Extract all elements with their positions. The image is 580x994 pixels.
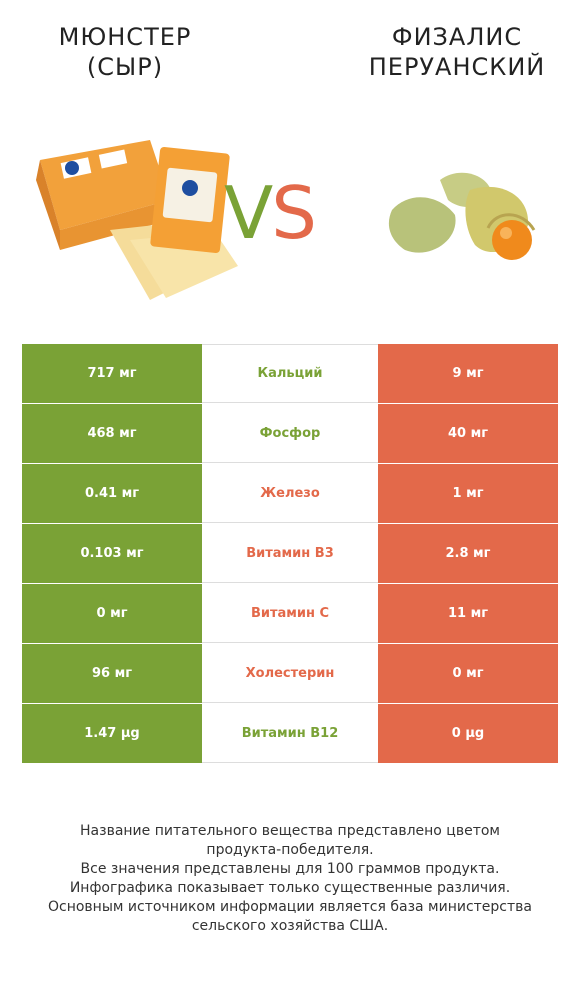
table-row: 96 мг Холестерин 0 мг bbox=[22, 644, 558, 704]
left-value: 0.41 мг bbox=[22, 464, 202, 523]
vs-v-letter: V bbox=[224, 171, 273, 255]
vs-label: VS bbox=[224, 165, 317, 261]
right-value: 11 мг bbox=[378, 584, 558, 643]
left-value: 96 мг bbox=[22, 644, 202, 703]
comparison-table: 717 мг Кальций 9 мг 468 мг Фосфор 40 мг … bbox=[22, 344, 558, 764]
nutrient-name: Железо bbox=[202, 464, 378, 523]
footer-line: сельского хозяйства США. bbox=[191, 918, 389, 934]
table-row: 468 мг Фосфор 40 мг bbox=[22, 404, 558, 464]
right-value: 0 µg bbox=[378, 704, 558, 763]
nutrient-name: Кальций bbox=[202, 344, 378, 403]
left-value: 0 мг bbox=[22, 584, 202, 643]
right-value: 9 мг bbox=[378, 344, 558, 403]
footer-line: Название питательного вещества представл… bbox=[80, 823, 500, 839]
table-row: 0 мг Витамин C 11 мг bbox=[22, 584, 558, 644]
nutrient-name: Фосфор bbox=[202, 404, 378, 463]
nutrient-name: Витамин C bbox=[202, 584, 378, 643]
right-value: 0 мг bbox=[378, 644, 558, 703]
physalis-image bbox=[388, 172, 536, 260]
nutrient-name: Витамин B3 bbox=[202, 524, 378, 583]
nutrient-name: Холестерин bbox=[202, 644, 378, 703]
footer-line: Все значения представлены для 100 граммо… bbox=[80, 861, 500, 877]
table-row: 0.103 мг Витамин B3 2.8 мг bbox=[22, 524, 558, 584]
table-row: 0.41 мг Железо 1 мг bbox=[22, 464, 558, 524]
right-product-title: Физалис перуанский bbox=[342, 22, 572, 82]
vs-s-letter: S bbox=[271, 171, 317, 255]
footer-line: Основным источником информации является … bbox=[48, 899, 532, 915]
right-value: 1 мг bbox=[378, 464, 558, 523]
right-value: 40 мг bbox=[378, 404, 558, 463]
left-product-title: Мюнстер (сыр) bbox=[10, 22, 240, 82]
footer-line: Инфографика показывает только существенн… bbox=[69, 880, 511, 896]
left-value: 717 мг bbox=[22, 344, 202, 403]
table-row: 717 мг Кальций 9 мг bbox=[22, 344, 558, 404]
left-value: 1.47 µg bbox=[22, 704, 202, 763]
footer-line: продукта-победителя. bbox=[206, 842, 374, 858]
right-title-line2: перуанский bbox=[368, 53, 546, 81]
right-value: 2.8 мг bbox=[378, 524, 558, 583]
left-title-line1: Мюнстер bbox=[58, 23, 192, 51]
left-value: 468 мг bbox=[22, 404, 202, 463]
cheese-image bbox=[36, 140, 238, 300]
footer-notes: Название питательного вещества представл… bbox=[20, 822, 560, 936]
left-title-line2: (сыр) bbox=[86, 53, 164, 81]
table-row: 1.47 µg Витамин B12 0 µg bbox=[22, 704, 558, 764]
right-title-line1: Физалис bbox=[391, 23, 523, 51]
nutrient-name: Витамин B12 bbox=[202, 704, 378, 763]
product-images bbox=[36, 140, 536, 300]
left-value: 0.103 мг bbox=[22, 524, 202, 583]
